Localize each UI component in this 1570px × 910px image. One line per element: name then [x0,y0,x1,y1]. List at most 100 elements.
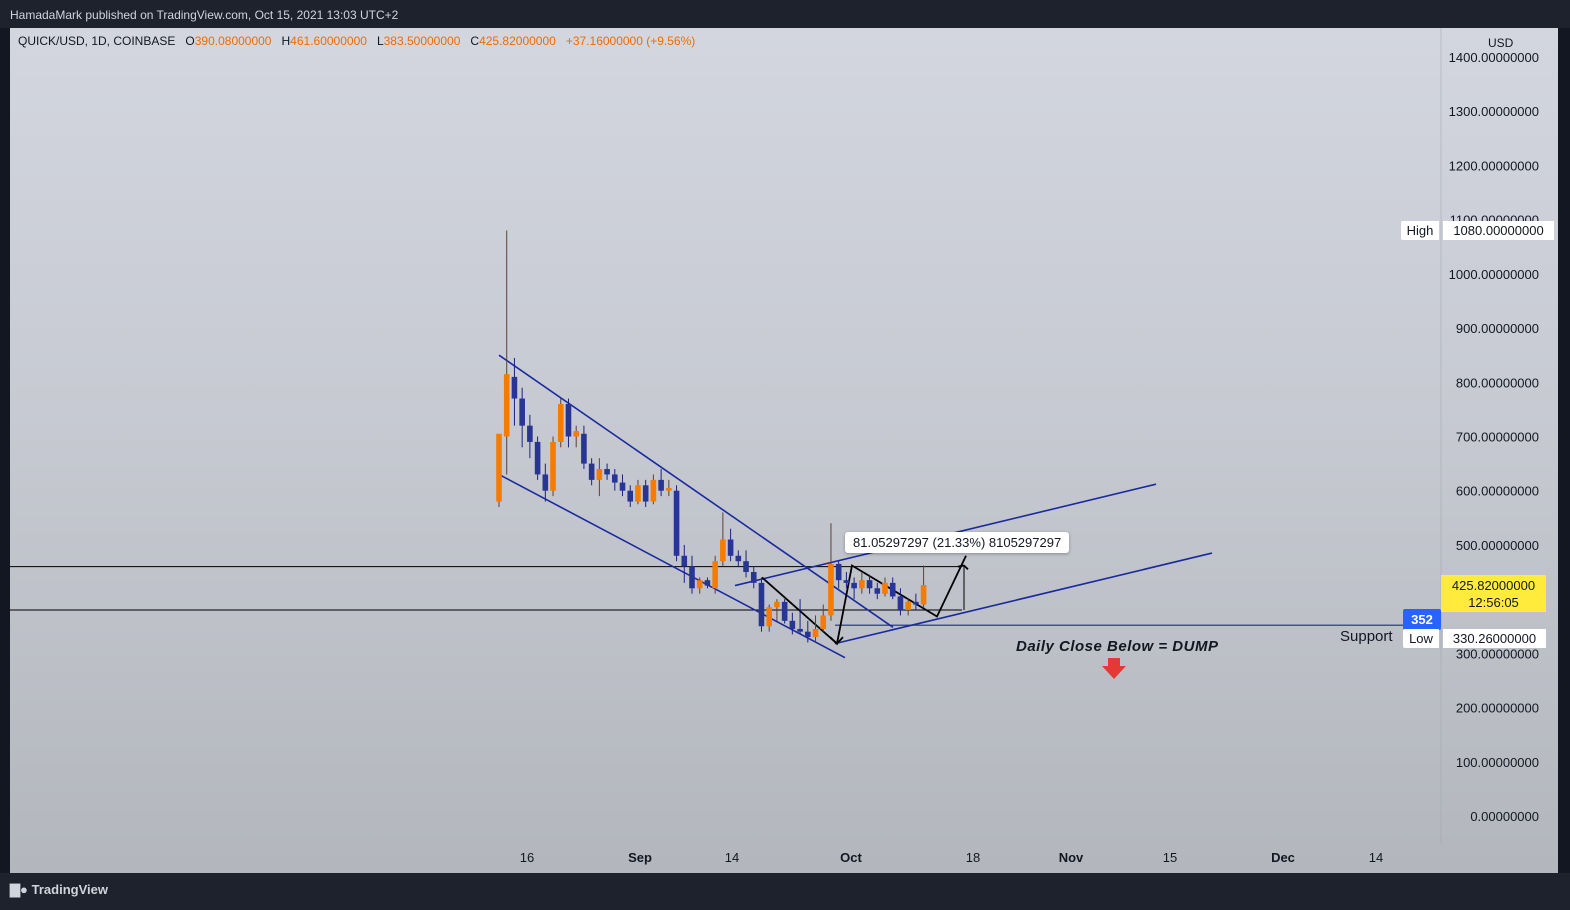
price-tick-label: 1000.00000000 [1449,267,1539,282]
candle-down [851,582,857,589]
low-value: 383.50000000 [383,34,461,48]
candle-down [689,566,695,589]
candle-up [812,628,819,638]
price-tick-label: 100.00000000 [1456,755,1539,770]
close-value: 425.82000000 [479,34,556,48]
time-tick-label: Dec [1271,850,1295,865]
candle-down [619,482,626,491]
candle-up [496,433,502,502]
price-tick-label: 700.00000000 [1456,430,1539,445]
candle-down [612,474,618,483]
bar-countdown: 12:56:05 [1468,595,1519,610]
candle-up [712,561,718,589]
candle-down [805,631,811,638]
candle-up [503,374,510,437]
price-tick-label: 300.00000000 [1456,646,1539,661]
candle-down [673,490,680,556]
tradingview-logo-icon: ▇● [10,882,28,897]
chart-area[interactable] [10,28,1558,873]
time-tick-label: Oct [840,850,862,865]
candle-up [720,539,726,562]
price-tick-label: 500.00000000 [1456,538,1539,553]
candle-up [557,403,564,442]
dump-arrow-icon [1102,658,1126,679]
ascending-lower-line [834,552,1213,645]
candle-up [650,479,657,502]
candle-down [789,620,796,629]
candle-down [727,539,734,556]
price-tick-label: 1200.00000000 [1449,158,1539,173]
swing-path [761,555,967,646]
footer-bar [0,873,1570,910]
time-tick-label: Nov [1059,850,1084,865]
candle-up [550,441,556,491]
currency-label: USD [1488,36,1514,50]
daily-close-annotation: Daily Close Below = DUMP [1016,638,1219,655]
open-value: 390.08000000 [194,34,272,48]
candle-down [511,376,518,399]
swing-arrow-low [829,636,844,645]
candle-up [820,615,827,629]
support-label: Support [1340,628,1393,645]
candle-down [743,561,749,573]
price-tick-label: 800.00000000 [1456,375,1539,390]
candle-up [882,582,888,594]
last-price-tag: 425.82000000 12:56:05 [1441,575,1546,612]
price-tick-label: 0.00000000 [1470,809,1539,824]
candle-down [889,582,896,597]
candle-down [843,580,850,583]
tradingview-logo[interactable]: ▇● TradingView [10,882,108,898]
candle-up [666,488,672,491]
candle-down [913,601,919,605]
low-tag-value: 330.26000000 [1443,629,1546,648]
ohlc-legend: QUICK/USD, 1D, COINBASE O390.08000000 H4… [18,34,695,48]
candle-down [604,469,610,475]
price-tick-label: 600.00000000 [1456,484,1539,499]
high-value: 461.60000000 [290,34,367,48]
channel-upper-line [498,354,894,628]
candle-down [704,580,711,586]
high-tag-label: High [1401,221,1439,240]
publisher-bar: HamadaMark published on TradingView.com,… [0,0,1570,28]
candle-down [681,555,688,567]
candle-down [835,563,842,581]
candle-down [588,463,595,480]
candle-up [573,431,579,437]
candle-up [920,585,927,605]
candle-down [735,555,742,562]
candle-down [534,441,541,475]
candle-up [828,563,834,616]
candle-down [642,485,649,502]
support-price-tag: 352 [1403,609,1441,630]
candle-down [750,572,757,583]
candle-down [758,582,765,627]
candle-down [565,403,572,437]
price-tick-label: 900.00000000 [1456,321,1539,336]
price-tick-label: 1300.00000000 [1449,104,1539,119]
price-tick-label: 200.00000000 [1456,701,1539,716]
low-label: L [376,34,384,48]
candle-up [596,469,603,480]
symbol-label[interactable]: QUICK/USD, 1D, COINBASE [18,34,176,48]
last-price-value: 425.82000000 [1451,578,1536,593]
candle-down [581,433,587,464]
candle-down [627,490,634,502]
candle-down [527,425,533,442]
time-tick-label: 18 [966,850,980,865]
close-label: C [470,34,480,48]
candle-down [519,398,525,426]
candle-down [542,474,549,491]
publisher-text: HamadaMark published on TradingView.com,… [10,8,399,22]
high-tag-value: 1080.00000000 [1443,221,1554,240]
time-tick-label: 14 [1369,850,1383,865]
change-value: +37.16000000 (+9.56%) [565,34,696,48]
candle-down [874,588,881,594]
candle-down [797,628,803,632]
candle-down [897,596,904,610]
time-tick-label: 14 [725,850,739,865]
price-tick-label: 1400.00000000 [1449,50,1539,65]
tradingview-brand: TradingView [31,882,108,897]
candle-up [766,607,772,627]
candle-down [866,580,873,589]
